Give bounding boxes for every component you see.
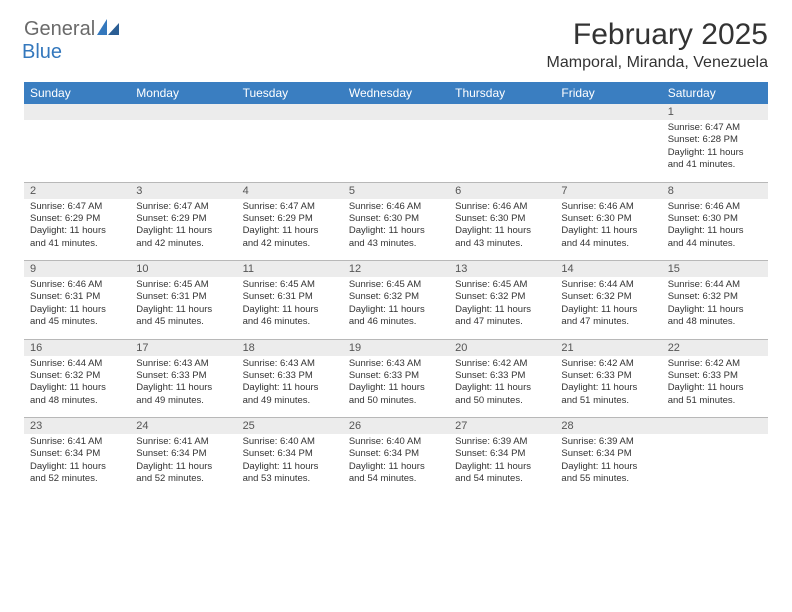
calendar-table: SundayMondayTuesdayWednesdayThursdayFrid… <box>24 82 768 496</box>
day-content-cell: Sunrise: 6:41 AMSunset: 6:34 PMDaylight:… <box>130 434 236 496</box>
day-number-cell: 1 <box>662 104 768 120</box>
title-block: February 2025 Mamporal, Miranda, Venezue… <box>547 18 768 72</box>
day-content-cell: Sunrise: 6:46 AMSunset: 6:30 PMDaylight:… <box>449 199 555 261</box>
day-number-cell: 14 <box>555 261 661 277</box>
day-number-cell: 20 <box>449 340 555 356</box>
day-number-cell: 7 <box>555 183 661 199</box>
day-number-cell: 19 <box>343 340 449 356</box>
day-content-cell: Sunrise: 6:43 AMSunset: 6:33 PMDaylight:… <box>130 356 236 418</box>
day-number-cell: 28 <box>555 418 661 434</box>
day-number-cell <box>662 418 768 434</box>
day-number-cell: 8 <box>662 183 768 199</box>
day-number-cell: 12 <box>343 261 449 277</box>
day-content-cell: Sunrise: 6:40 AMSunset: 6:34 PMDaylight:… <box>343 434 449 496</box>
day-number-cell <box>343 104 449 120</box>
month-title: February 2025 <box>547 18 768 52</box>
day-content-cell: Sunrise: 6:43 AMSunset: 6:33 PMDaylight:… <box>343 356 449 418</box>
day-content-cell: Sunrise: 6:46 AMSunset: 6:30 PMDaylight:… <box>555 199 661 261</box>
day-number-cell: 27 <box>449 418 555 434</box>
day-content-cell: Sunrise: 6:44 AMSunset: 6:32 PMDaylight:… <box>555 277 661 339</box>
day-number-cell: 3 <box>130 183 236 199</box>
day-number-cell: 9 <box>24 261 130 277</box>
day-content-cell: Sunrise: 6:42 AMSunset: 6:33 PMDaylight:… <box>662 356 768 418</box>
day-number-cell: 11 <box>237 261 343 277</box>
day-content-cell: Sunrise: 6:45 AMSunset: 6:31 PMDaylight:… <box>237 277 343 339</box>
day-header: Wednesday <box>343 82 449 104</box>
content-row: Sunrise: 6:44 AMSunset: 6:32 PMDaylight:… <box>24 356 768 418</box>
day-content-cell: Sunrise: 6:45 AMSunset: 6:31 PMDaylight:… <box>130 277 236 339</box>
daynum-row: 2345678 <box>24 183 768 199</box>
day-content-cell <box>130 120 236 182</box>
logo-text: General Blue <box>24 18 119 64</box>
content-row: Sunrise: 6:47 AMSunset: 6:29 PMDaylight:… <box>24 199 768 261</box>
day-number-cell: 13 <box>449 261 555 277</box>
day-header: Friday <box>555 82 661 104</box>
day-number-cell: 18 <box>237 340 343 356</box>
day-number-cell: 6 <box>449 183 555 199</box>
day-content-cell: Sunrise: 6:47 AMSunset: 6:29 PMDaylight:… <box>24 199 130 261</box>
day-number-cell: 5 <box>343 183 449 199</box>
day-content-cell: Sunrise: 6:44 AMSunset: 6:32 PMDaylight:… <box>24 356 130 418</box>
day-number-cell <box>555 104 661 120</box>
day-header: Monday <box>130 82 236 104</box>
day-content-cell: Sunrise: 6:46 AMSunset: 6:31 PMDaylight:… <box>24 277 130 339</box>
day-content-cell: Sunrise: 6:42 AMSunset: 6:33 PMDaylight:… <box>449 356 555 418</box>
day-number-cell: 24 <box>130 418 236 434</box>
day-number-cell: 10 <box>130 261 236 277</box>
logo: General Blue <box>24 18 119 64</box>
day-content-cell <box>24 120 130 182</box>
header: General Blue February 2025 Mamporal, Mir… <box>24 18 768 72</box>
sail-icon <box>97 19 119 35</box>
day-content-cell <box>555 120 661 182</box>
day-content-cell: Sunrise: 6:39 AMSunset: 6:34 PMDaylight:… <box>555 434 661 496</box>
day-number-cell <box>130 104 236 120</box>
daynum-row: 16171819202122 <box>24 340 768 356</box>
day-number-cell: 25 <box>237 418 343 434</box>
day-content-cell <box>662 434 768 496</box>
day-header: Thursday <box>449 82 555 104</box>
day-number-cell: 17 <box>130 340 236 356</box>
day-header: Sunday <box>24 82 130 104</box>
day-number-cell <box>449 104 555 120</box>
day-content-cell <box>449 120 555 182</box>
day-content-cell: Sunrise: 6:46 AMSunset: 6:30 PMDaylight:… <box>662 199 768 261</box>
content-row: Sunrise: 6:46 AMSunset: 6:31 PMDaylight:… <box>24 277 768 339</box>
day-number-cell: 15 <box>662 261 768 277</box>
day-content-cell: Sunrise: 6:47 AMSunset: 6:29 PMDaylight:… <box>130 199 236 261</box>
day-number-cell: 21 <box>555 340 661 356</box>
logo-blue: Blue <box>22 41 62 63</box>
day-content-cell: Sunrise: 6:47 AMSunset: 6:29 PMDaylight:… <box>237 199 343 261</box>
day-number-cell: 16 <box>24 340 130 356</box>
day-content-cell: Sunrise: 6:46 AMSunset: 6:30 PMDaylight:… <box>343 199 449 261</box>
daynum-row: 232425262728 <box>24 418 768 434</box>
daynum-row: 9101112131415 <box>24 261 768 277</box>
day-content-cell: Sunrise: 6:40 AMSunset: 6:34 PMDaylight:… <box>237 434 343 496</box>
day-content-cell <box>343 120 449 182</box>
day-number-cell: 4 <box>237 183 343 199</box>
daynum-row: 1 <box>24 104 768 120</box>
day-number-cell: 2 <box>24 183 130 199</box>
day-content-cell <box>237 120 343 182</box>
content-row: Sunrise: 6:47 AMSunset: 6:28 PMDaylight:… <box>24 120 768 182</box>
day-number-cell <box>237 104 343 120</box>
day-number-cell: 22 <box>662 340 768 356</box>
logo-general: General <box>24 18 95 40</box>
day-content-cell: Sunrise: 6:43 AMSunset: 6:33 PMDaylight:… <box>237 356 343 418</box>
day-content-cell: Sunrise: 6:39 AMSunset: 6:34 PMDaylight:… <box>449 434 555 496</box>
day-content-cell: Sunrise: 6:41 AMSunset: 6:34 PMDaylight:… <box>24 434 130 496</box>
day-content-cell: Sunrise: 6:42 AMSunset: 6:33 PMDaylight:… <box>555 356 661 418</box>
day-header: Tuesday <box>237 82 343 104</box>
day-number-cell: 23 <box>24 418 130 434</box>
day-content-cell: Sunrise: 6:44 AMSunset: 6:32 PMDaylight:… <box>662 277 768 339</box>
day-content-cell: Sunrise: 6:45 AMSunset: 6:32 PMDaylight:… <box>449 277 555 339</box>
content-row: Sunrise: 6:41 AMSunset: 6:34 PMDaylight:… <box>24 434 768 496</box>
day-header-row: SundayMondayTuesdayWednesdayThursdayFrid… <box>24 82 768 104</box>
calendar-body: 1Sunrise: 6:47 AMSunset: 6:28 PMDaylight… <box>24 104 768 496</box>
day-header: Saturday <box>662 82 768 104</box>
day-content-cell: Sunrise: 6:45 AMSunset: 6:32 PMDaylight:… <box>343 277 449 339</box>
day-content-cell: Sunrise: 6:47 AMSunset: 6:28 PMDaylight:… <box>662 120 768 182</box>
day-number-cell <box>24 104 130 120</box>
day-number-cell: 26 <box>343 418 449 434</box>
location: Mamporal, Miranda, Venezuela <box>547 54 768 72</box>
